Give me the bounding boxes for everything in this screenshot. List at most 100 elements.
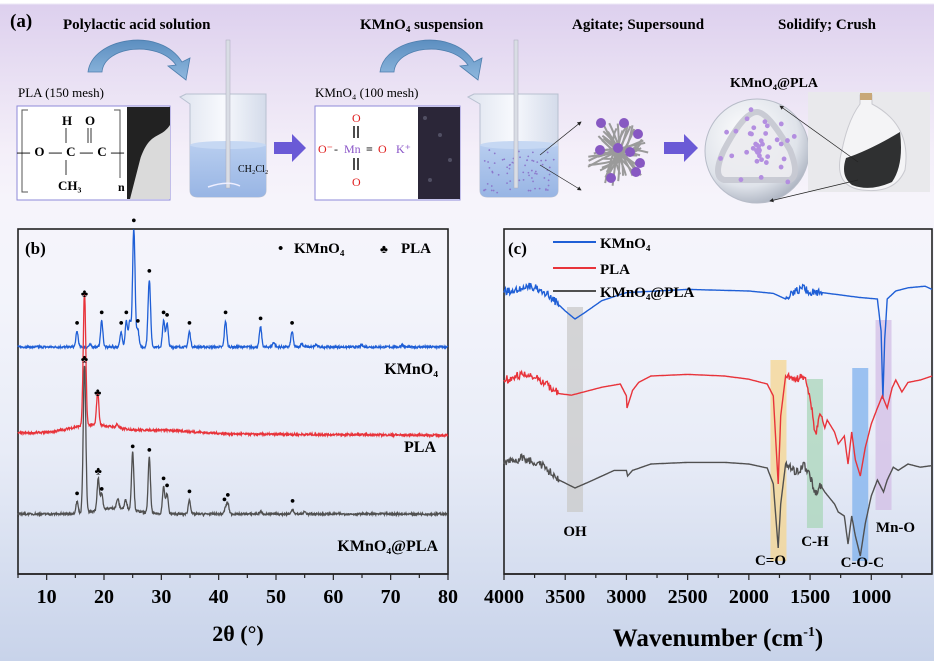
ftir-x-tick-label: 2500 [668,586,708,608]
suspension-particle [490,185,493,187]
suspension-particle [526,159,529,162]
suspension-particle [547,184,550,187]
xrd-legend-marker-kmno4: • [278,241,283,257]
suspension-particle [519,156,521,159]
ftir-legend: KMnO₄ PLA KMnO₄@PLA [553,236,694,301]
suspension-particle [527,171,530,174]
xrd-legend-label-kmno4: KMnO₄ [294,241,345,257]
embedded-particle [733,128,739,134]
xrd-series-label-kmno4: KMnO₄ [384,361,438,378]
kmno4-peak-marker: • [147,265,152,280]
ftir-chart: (c) KMnO₄ PLA KMnO₄@PLA OH C=O C-H C-O-C Mn-… [484,228,933,652]
suspension-particle [486,182,489,185]
ftir-band-label: C=O [755,553,786,569]
ftir-band-label: C-O-C [841,555,884,571]
svg-text:K⁺: K⁺ [396,142,411,156]
polymer-fiber [601,147,642,160]
xrd-series-label-composite: KMnO₄@PLA [337,538,438,555]
suspension-particle [493,162,496,164]
pla-structure-box: H O —O—C—C— CH₃ n [16,105,171,201]
suspension-particle [534,187,536,190]
kmno4-particle [596,118,606,128]
kmno4-peak-marker: • [130,440,135,455]
suspension-particle [546,189,549,191]
suspension-particle [491,170,494,173]
xrd-panel-label: (b) [25,239,46,258]
embedded-particle [781,156,787,162]
embedded-particle [754,158,760,164]
curved-arrow-2 [379,39,483,81]
suspension-particle [511,161,514,164]
suspension-particle [532,160,535,162]
solvent-label: CH₂Cl₂ [238,164,268,175]
pla-caption: PLA (150 mesh) [18,85,104,100]
embedded-particle [724,129,729,135]
kmno4-peak-marker: • [161,306,166,321]
kmno4-peak-marker: • [75,487,80,502]
embedded-particle [738,177,744,183]
ftir-band-label: OH [563,524,587,540]
process-arrow-2 [664,134,698,162]
suspension-particle [535,172,538,175]
kmno4-peak-marker: • [75,317,80,332]
suspension-particle [496,191,499,194]
embedded-particle [744,149,750,155]
suspension-particle [522,178,525,181]
xrd-x-axis-title: 2θ (°) [212,621,263,646]
suspension-particle [547,179,550,182]
kmno4-caption: KMnO₄ (100 mesh) [315,85,418,100]
ftir-line-composite [503,453,933,557]
kmno4-peak-marker: • [99,482,104,497]
suspension-particle [529,189,532,192]
xrd-x-tick-label: 60 [323,586,343,608]
step-3-label: Agitate; Supersound [572,17,705,33]
pla-peak-marker: ♣ [81,354,88,366]
suspension-particle [540,159,543,162]
suspension-particle [531,177,533,179]
step-1-label: Polylactic acid solution [63,17,211,33]
xrd-line-pla [17,293,449,439]
suspension-particle [497,173,500,176]
suspension-particle [493,152,496,155]
suspension-particle [501,158,504,161]
svg-text:O: O [85,113,95,128]
xrd-line-kmno4 [17,229,449,351]
suspension-particle [527,189,530,192]
svg-text:O: O [378,142,387,156]
kmno4-particle [606,173,616,183]
pla-peak-marker: ♣ [81,288,88,300]
embedded-particle [765,154,771,160]
suspension-particle [508,164,511,167]
embedded-particle [764,123,770,129]
embedded-particle [763,131,769,136]
kmno4-peak-marker: • [165,479,170,494]
beaker-kmno4-suspension [466,39,559,198]
ftir-x-tick-label: 3000 [606,586,646,608]
ftir-x-axis-title: Wavenumber (cm-1) [613,625,824,652]
embedded-particle [759,157,764,163]
xrd-legend: • KMnO₄ ♣ PLA [278,241,431,257]
panel-a-label: (a) [10,11,32,32]
suspension-particle [546,151,549,154]
suspension-particle [518,179,521,182]
suspension-particle [548,173,551,176]
kmno4-structure-box: O O⁻ - Mn = O K⁺ O [314,105,461,201]
svg-text:—O—C—C—: —O—C—C— [16,144,125,159]
kmno4-particle [633,129,643,139]
embedded-particle [785,179,791,185]
suspension-particle [509,180,512,183]
xrd-x-tick-label: 20 [94,586,114,608]
kmno4-particle [613,143,623,153]
embedded-particle [744,116,750,122]
xrd-x-tick-label: 40 [209,586,229,608]
ftir-panel-label: (c) [508,239,527,258]
suspension-particle [506,172,509,175]
microsphere [704,98,810,204]
embedded-particle [774,137,780,143]
ftir-band-c-o-c [852,368,869,561]
xrd-legend-marker-pla: ♣ [380,242,388,256]
embedded-particle [718,156,723,161]
beaker-pla-solution: CH₂Cl₂ [179,39,268,198]
suspension-particle [534,172,536,175]
xrd-series-label-pla: PLA [404,439,436,456]
